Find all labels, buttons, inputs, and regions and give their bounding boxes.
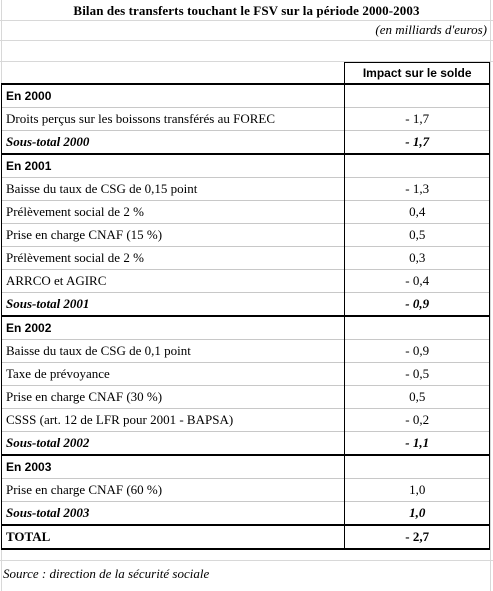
subtotal-row-2000: Sous-total 2000 - 1,7 xyxy=(0,130,490,154)
column-header-impact: Impact sur le solde xyxy=(344,62,490,84)
source-note: Source : direction de la sécurité social… xyxy=(3,566,210,581)
table-row: Prise en charge CNAF (30 %) 0,5 xyxy=(0,385,490,409)
table-row: ARRCO et AGIRC - 0,4 xyxy=(0,269,490,293)
row-value: 0,5 xyxy=(344,385,490,409)
row-label: TOTAL xyxy=(0,524,345,550)
row-value: 0,5 xyxy=(344,223,490,247)
subtotal-row-2001: Sous-total 2001 - 0,9 xyxy=(0,292,490,316)
table-row: Droits perçus sur les boissons transféré… xyxy=(0,107,490,131)
gridline xyxy=(0,20,493,21)
row-value: - 0,9 xyxy=(344,292,490,316)
row-label: CSSS (art. 12 de LFR pour 2001 - BAPSA) xyxy=(0,408,345,432)
row-label: En 2002 xyxy=(0,315,345,340)
row-label: Sous-total 2001 xyxy=(0,292,345,316)
row-value: - 1,1 xyxy=(344,431,490,455)
row-label: En 2003 xyxy=(0,454,345,479)
table-row: Prise en charge CNAF (60 %) 1,0 xyxy=(0,478,490,502)
table-header-row: Impact sur le solde xyxy=(2,62,490,85)
row-value xyxy=(344,83,490,108)
transfers-table: Impact sur le solde En 2000 Droits perçu… xyxy=(0,62,490,550)
subtotal-row-2003: Sous-total 2003 1,0 xyxy=(0,501,490,525)
unit-note: (en milliards d'euros) xyxy=(375,22,487,37)
row-value xyxy=(344,153,490,178)
row-label: Sous-total 2002 xyxy=(0,431,345,455)
gridline xyxy=(490,0,491,591)
row-label: Taxe de prévoyance xyxy=(0,362,345,386)
subtotal-row-2002: Sous-total 2002 - 1,1 xyxy=(0,431,490,455)
table-row: Baisse du taux de CSG de 0,1 point - 0,9 xyxy=(0,339,490,363)
row-value xyxy=(344,315,490,340)
section-row-2003: En 2003 xyxy=(0,454,490,479)
row-label: Prise en charge CNAF (15 %) xyxy=(0,223,345,247)
section-row-2002: En 2002 xyxy=(0,315,490,340)
row-label: Prélèvement social de 2 % xyxy=(0,246,345,270)
row-label: Prise en charge CNAF (30 %) xyxy=(0,385,345,409)
row-label: Prélèvement social de 2 % xyxy=(0,200,345,224)
gridline xyxy=(0,560,493,561)
row-value: 0,3 xyxy=(344,246,490,270)
table-row: Prélèvement social de 2 % 0,4 xyxy=(0,200,490,224)
row-value: - 1,7 xyxy=(344,107,490,131)
row-value: - 0,2 xyxy=(344,408,490,432)
row-value: - 2,7 xyxy=(344,524,490,550)
row-label: Baisse du taux de CSG de 0,1 point xyxy=(0,339,345,363)
header-empty-cell xyxy=(2,63,345,85)
row-value: 0,4 xyxy=(344,200,490,224)
table-row: Baisse du taux de CSG de 0,15 point - 1,… xyxy=(0,177,490,201)
gridline xyxy=(0,40,493,41)
row-label: Sous-total 2000 xyxy=(0,130,345,154)
row-value: - 0,5 xyxy=(344,362,490,386)
row-label: En 2000 xyxy=(0,83,345,108)
row-value: - 0,4 xyxy=(344,269,490,293)
row-value: - 1,7 xyxy=(344,130,490,154)
row-label: En 2001 xyxy=(0,153,345,178)
section-row-2001: En 2001 xyxy=(0,153,490,178)
total-row: TOTAL - 2,7 xyxy=(0,524,490,550)
row-label: Droits perçus sur les boissons transféré… xyxy=(0,107,345,131)
table-row: Prélèvement social de 2 % 0,3 xyxy=(0,246,490,270)
row-label: Sous-total 2003 xyxy=(0,501,345,525)
row-label: Prise en charge CNAF (60 %) xyxy=(0,478,345,502)
document-title: Bilan des transferts touchant le FSV sur… xyxy=(73,3,420,18)
row-label: Baisse du taux de CSG de 0,15 point xyxy=(0,177,345,201)
section-row-2000: En 2000 xyxy=(0,83,490,108)
gridline xyxy=(0,61,493,62)
row-value: - 0,9 xyxy=(344,339,490,363)
table-row: Taxe de prévoyance - 0,5 xyxy=(0,362,490,386)
row-value xyxy=(344,454,490,479)
row-value: 1,0 xyxy=(344,478,490,502)
row-value: - 1,3 xyxy=(344,177,490,201)
table-row: CSSS (art. 12 de LFR pour 2001 - BAPSA) … xyxy=(0,408,490,432)
table-row: Prise en charge CNAF (15 %) 0,5 xyxy=(0,223,490,247)
row-value: 1,0 xyxy=(344,501,490,525)
row-label: ARRCO et AGIRC xyxy=(0,269,345,293)
